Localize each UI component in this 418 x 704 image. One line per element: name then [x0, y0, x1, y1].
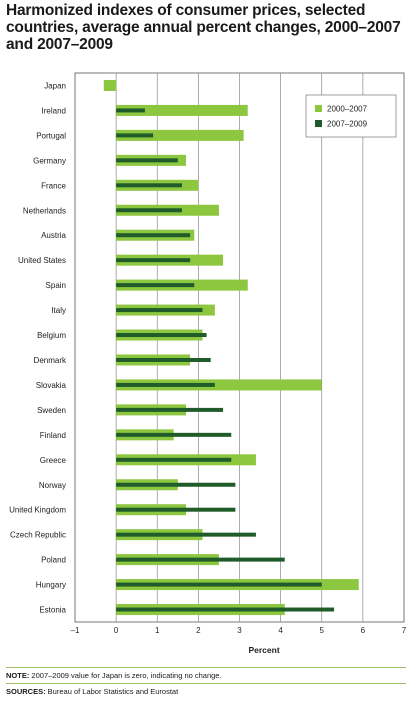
category-label: Portugal	[36, 131, 66, 140]
bar-2007-2009	[116, 507, 236, 512]
sources-label: SOURCES:	[6, 687, 46, 696]
category-label: Norway	[39, 481, 66, 490]
legend-label-2007-2009: 2007–2009	[327, 120, 368, 129]
category-label: Sweden	[37, 406, 66, 415]
x-tick-label: 4	[278, 626, 283, 635]
bar-2007-2009	[116, 308, 203, 313]
x-tick-label: 6	[361, 626, 366, 635]
bar-2007-2009	[116, 258, 191, 263]
bar-2007-2009	[116, 158, 178, 163]
legend-swatch-2000-2007	[315, 105, 322, 112]
bar-2007-2009	[116, 108, 145, 113]
chart-sources: SOURCES: Bureau of Labor Statistics and …	[6, 687, 178, 697]
x-tick-label: 7	[402, 626, 407, 635]
category-label: Netherlands	[23, 206, 66, 215]
x-tick-label: 2	[196, 626, 201, 635]
category-label: Greece	[40, 456, 67, 465]
category-label: Spain	[46, 281, 66, 290]
category-label: Italy	[51, 306, 66, 315]
chart-title: Harmonized indexes of consumer prices, s…	[6, 2, 401, 53]
bar-2007-2009	[116, 582, 322, 587]
legend-swatch-2007-2009	[315, 120, 322, 127]
bar-2007-2009	[116, 557, 285, 562]
chart-note: NOTE: 2007–2009 value for Japan is zero,…	[6, 671, 222, 681]
bar-2007-2009	[116, 432, 232, 437]
bar-2000-2007	[116, 104, 248, 116]
bar-2007-2009	[116, 233, 191, 238]
category-label: France	[41, 181, 66, 190]
bar-2007-2009	[116, 283, 195, 288]
bar-2007-2009	[116, 407, 224, 412]
bar-2000-2007	[116, 129, 244, 141]
category-label: Ireland	[42, 106, 66, 115]
category-label: Belgium	[37, 331, 66, 340]
bar-2007-2009	[116, 357, 211, 362]
x-tick-label: 3	[237, 626, 242, 635]
bar-2000-2007	[103, 79, 117, 91]
bar-2007-2009	[116, 333, 207, 338]
legend-box	[305, 94, 397, 138]
category-label: Japan	[44, 81, 66, 90]
bar-2007-2009	[116, 532, 256, 537]
category-label: Austria	[41, 231, 66, 240]
x-axis-label: Percent	[248, 645, 279, 655]
category-label: Poland	[41, 556, 66, 565]
x-tick-label: 1	[155, 626, 160, 635]
category-label: Hungary	[36, 581, 66, 590]
bar-2000-2007	[116, 379, 322, 391]
x-tick-label: 0	[114, 626, 119, 635]
bar-2007-2009	[116, 382, 215, 387]
legend-label-2000-2007: 2000–2007	[327, 105, 368, 114]
category-label: Czech Republic	[10, 531, 66, 540]
note-divider	[6, 667, 406, 668]
sources-divider	[6, 683, 406, 684]
bar-2007-2009	[116, 133, 154, 138]
note-label: NOTE:	[6, 671, 30, 680]
note-text: 2007–2009 value for Japan is zero, indic…	[29, 671, 222, 680]
category-label: Estonia	[39, 606, 66, 615]
x-tick-label: –1	[71, 626, 80, 635]
sources-text: Bureau of Labor Statistics and Eurostat	[45, 687, 179, 696]
category-label: Finland	[40, 431, 66, 440]
bar-2007-2009	[116, 482, 236, 487]
category-label: Germany	[33, 156, 66, 165]
x-tick-label: 5	[320, 626, 325, 635]
bar-2007-2009	[116, 607, 335, 612]
bar-2007-2009	[116, 208, 182, 213]
category-label: Denmark	[34, 356, 67, 365]
category-label: Slovakia	[36, 381, 67, 390]
category-label: United Kingdom	[9, 506, 66, 515]
bar-2007-2009	[116, 457, 232, 462]
category-label: United States	[18, 256, 66, 265]
bar-2007-2009	[116, 183, 182, 188]
